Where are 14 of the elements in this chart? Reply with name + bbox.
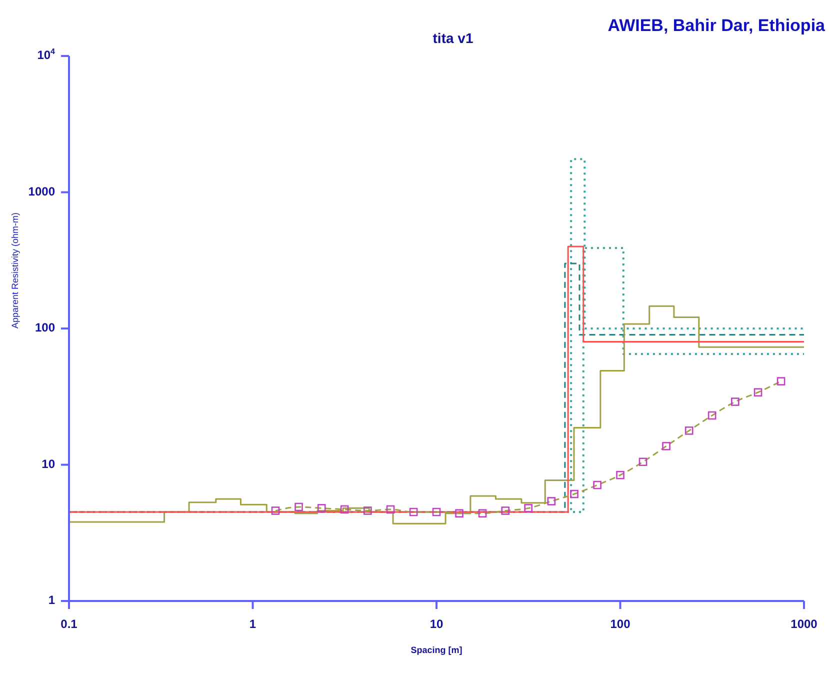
x-tick-label: 0.1 [60, 617, 78, 632]
x-tick-label: 100 [610, 617, 631, 632]
y-tick-label: 100 [34, 320, 56, 335]
x-tick-label: 10 [430, 617, 444, 632]
y-tick-label: 10 [42, 456, 56, 471]
chart-title: tita v1 [432, 30, 474, 46]
y-tick-label: 1 [48, 593, 56, 608]
chart-subtitle: AWIEB, Bahir Dar, Ethiopia [608, 16, 825, 36]
y-tick-label: 10$^{4}$ [37, 46, 56, 62]
x-axis-title: Spacing [m] [410, 645, 462, 655]
x-tick-label: 1000 [790, 617, 818, 632]
x-tick-label: 1 [249, 617, 256, 632]
y-axis-title: Apparent Resistivity (ohm-m) [10, 212, 20, 328]
y-tick-label: 1000 [28, 184, 56, 198]
